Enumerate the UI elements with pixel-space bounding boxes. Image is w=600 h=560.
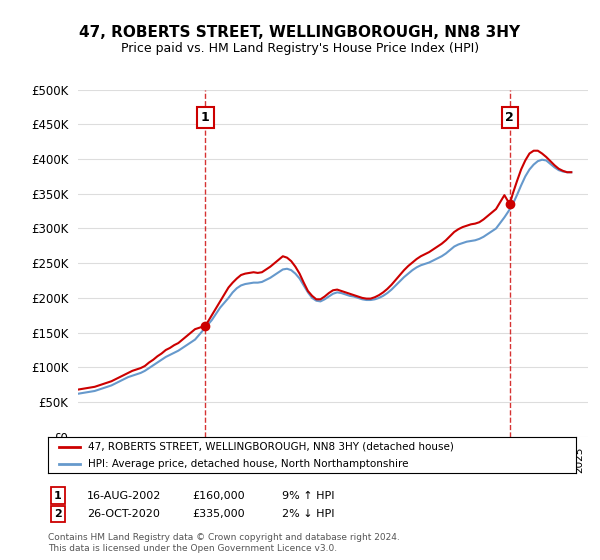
Text: 2% ↓ HPI: 2% ↓ HPI [282,509,335,519]
Text: £335,000: £335,000 [192,509,245,519]
Text: 9% ↑ HPI: 9% ↑ HPI [282,491,335,501]
Text: £160,000: £160,000 [192,491,245,501]
Text: 2: 2 [54,509,62,519]
Text: Contains HM Land Registry data © Crown copyright and database right 2024.: Contains HM Land Registry data © Crown c… [48,533,400,542]
Text: 47, ROBERTS STREET, WELLINGBOROUGH, NN8 3HY: 47, ROBERTS STREET, WELLINGBOROUGH, NN8 … [79,25,521,40]
Text: 26-OCT-2020: 26-OCT-2020 [87,509,160,519]
Text: 16-AUG-2002: 16-AUG-2002 [87,491,161,501]
Text: 1: 1 [54,491,62,501]
Text: 1: 1 [201,111,210,124]
Text: 47, ROBERTS STREET, WELLINGBOROUGH, NN8 3HY (detached house): 47, ROBERTS STREET, WELLINGBOROUGH, NN8 … [88,442,454,452]
Text: This data is licensed under the Open Government Licence v3.0.: This data is licensed under the Open Gov… [48,544,337,553]
Text: 2: 2 [505,111,514,124]
Text: Price paid vs. HM Land Registry's House Price Index (HPI): Price paid vs. HM Land Registry's House … [121,42,479,55]
Text: HPI: Average price, detached house, North Northamptonshire: HPI: Average price, detached house, Nort… [88,459,408,469]
